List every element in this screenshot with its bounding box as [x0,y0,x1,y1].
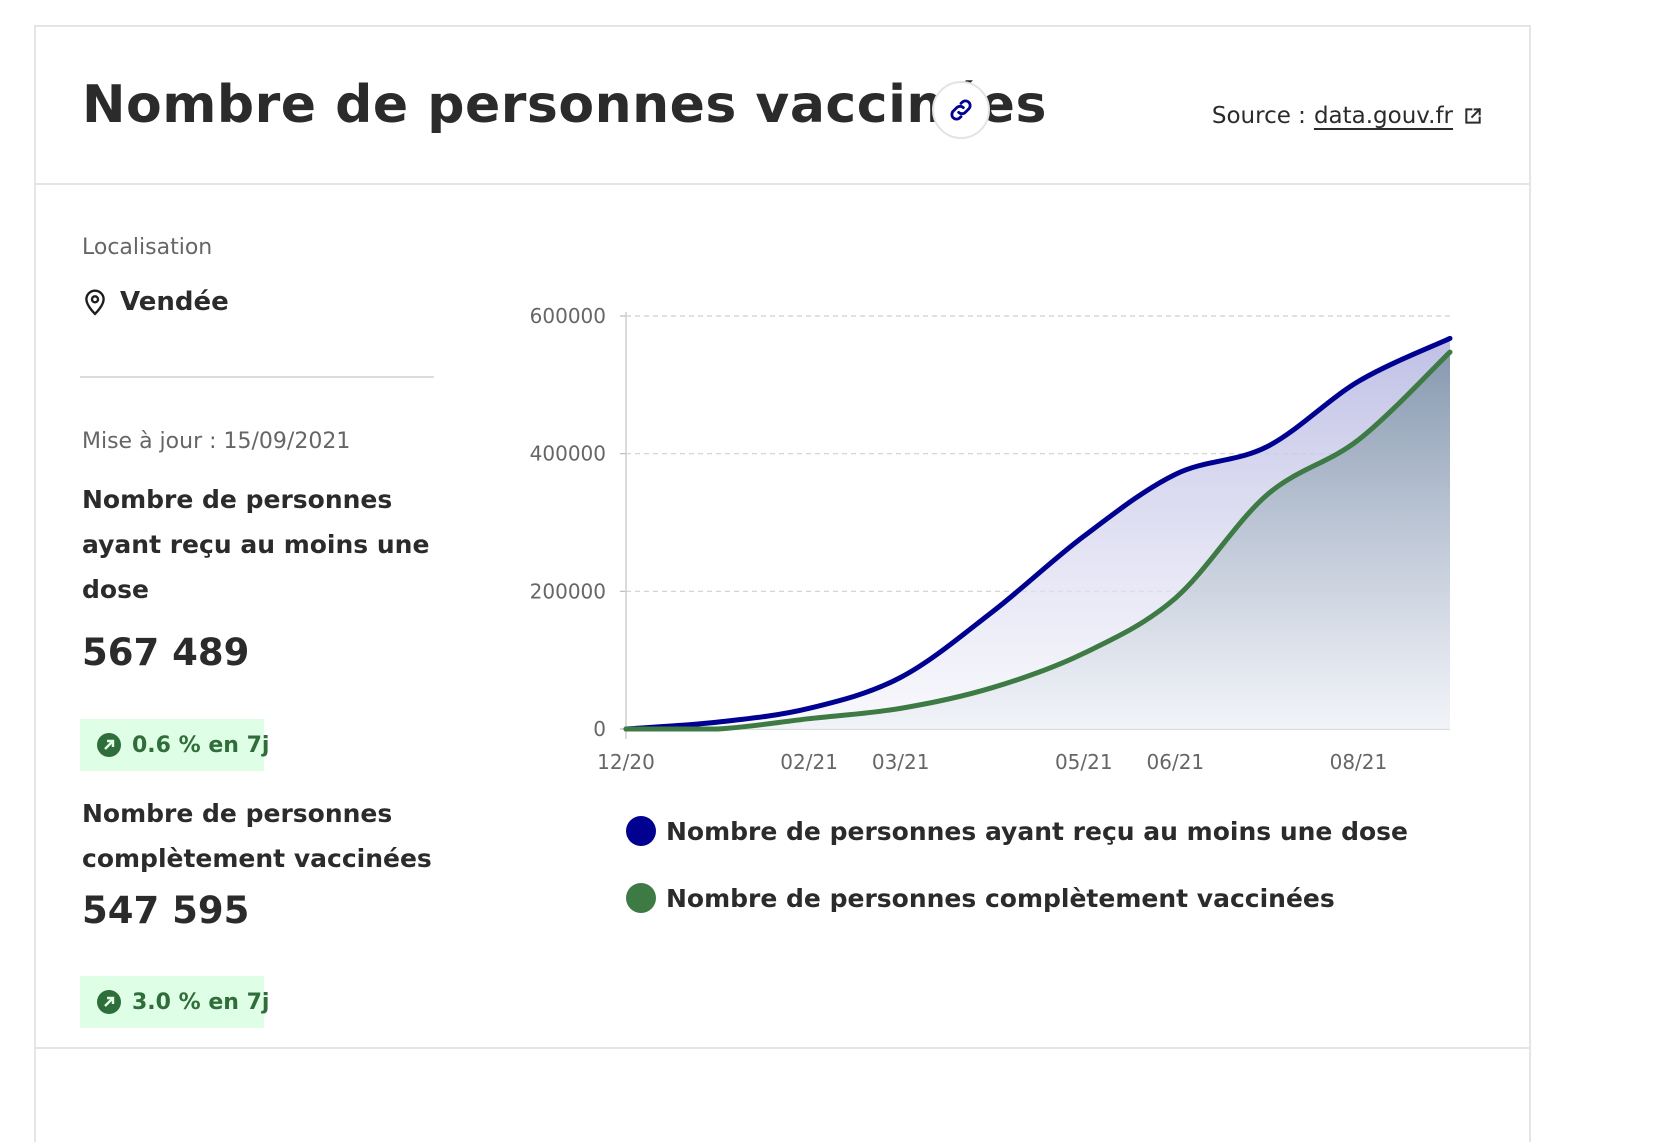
series-line-1 [623,335,1453,732]
legend-label-first-dose: Nombre de personnes ayant reçu au moins … [666,816,1408,846]
legend-item-first-dose[interactable]: Nombre de personnes ayant reçu au moins … [626,810,1408,852]
kpi-full-badge-text: 3.0 % en 7j [132,989,270,1015]
legend-dot-full [626,883,656,913]
kpi-full-label: Nombre de personnes complètement vacciné… [82,799,432,873]
x-tick-label: 05/21 [1055,750,1113,774]
series-area-2 [626,352,1450,729]
y-tick-label: 0 [593,717,606,741]
link-icon [950,99,972,121]
vaccination-chart: 0 200000 400000 600000 12/20 02/21 03/21 05/21 0… [530,304,1453,774]
location-value: Vendée [120,287,229,317]
card-header: Nombre de personnes vaccinées Source : d… [36,27,1529,185]
kpi-full-badge: 3.0 % en 7j [80,976,269,1028]
arrow-up-right-icon [96,989,122,1015]
source-info: Source : data.gouv.fr [1212,103,1483,129]
x-tick-label: 08/21 [1330,750,1388,774]
y-tick-label: 600000 [530,304,606,328]
kpi-first-dose-badge-text: 0.6 % en 7j [132,732,270,758]
chart-legend: Nombre de personnes ayant reçu au moins … [626,810,1408,944]
source-prefix: Source : [1211,103,1306,129]
kpi-first-dose-label: Nombre de personnes ayant reçu au moins … [82,485,430,604]
x-tick-label: 02/21 [780,750,838,774]
source-link[interactable]: data.gouv.fr [1314,103,1483,129]
legend-label-full: Nombre de personnes complètement vacciné… [666,883,1335,913]
y-tick-label: 200000 [530,579,606,603]
location-label: Localisation [82,235,213,260]
update-date: Mise à jour : 15/09/2021 [82,429,351,454]
divider [36,1047,1529,1049]
x-tick-label: 12/20 [597,750,655,774]
y-tick-label: 400000 [530,442,606,466]
vaccination-card: Nombre de personnes vaccinées Source : d… [34,25,1531,1142]
divider [80,376,434,378]
series-line-2 [623,349,1453,732]
location-selector[interactable]: Vendée [82,287,229,317]
kpi-first-dose-badge: 0.6 % en 7j [80,719,269,771]
source-link-label: data.gouv.fr [1313,103,1453,129]
kpi-first-dose-value: 567 489 [82,631,250,674]
kpi-full-value: 547 595 [82,889,250,932]
page-title: Nombre de personnes vaccinées [82,75,1047,135]
map-pin-icon [82,288,108,316]
x-tick-label: 03/21 [872,750,930,774]
copy-link-button[interactable] [932,81,990,139]
arrow-up-right-icon [96,732,122,758]
x-tick-label: 06/21 [1147,750,1205,774]
legend-dot-first-dose [626,816,656,846]
legend-item-full[interactable]: Nombre de personnes complètement vacciné… [626,877,1408,919]
external-link-icon [1463,106,1483,126]
